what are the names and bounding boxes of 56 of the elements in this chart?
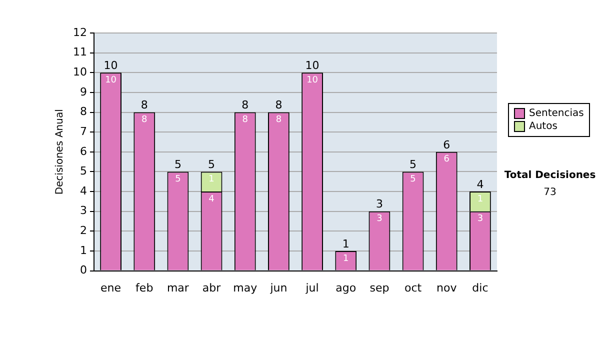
total-label: 5	[410, 158, 417, 172]
x-tick-label: oct	[404, 281, 422, 294]
y-tick-label: 1	[80, 244, 87, 257]
legend-label: Autos	[529, 120, 558, 133]
y-tick-label: 7	[80, 124, 87, 138]
total-label: 10	[305, 58, 320, 72]
x-tick-label: jun	[269, 281, 288, 294]
text: Total Decisiones	[503, 170, 597, 181]
total-label: 10	[104, 58, 118, 72]
x-tick-label: dic	[472, 281, 488, 294]
total-label: 4	[476, 178, 484, 191]
x-tick-label: nov	[436, 281, 458, 294]
data-label: 3	[477, 214, 484, 224]
y-tick-label: 5	[80, 164, 87, 178]
x-tick-label: jul	[304, 281, 319, 294]
y-tick-label: 4	[80, 184, 87, 198]
data-label: 10	[105, 75, 117, 86]
y-tick-label: 6	[80, 144, 87, 158]
total-label: 6	[443, 138, 450, 152]
total-label: 8	[242, 98, 249, 112]
data-label: 5	[410, 174, 416, 185]
x-tick-label: ago	[336, 281, 356, 294]
data-label: 3	[376, 214, 382, 224]
legend-label: Sentencias	[529, 107, 584, 120]
total-label: 8	[140, 98, 148, 112]
total-label: 5	[174, 158, 182, 172]
x-tick-label: may	[233, 281, 258, 294]
x-tick-label: abr	[202, 281, 222, 294]
data-label: 8	[242, 115, 248, 126]
y-tick-label: 12	[72, 26, 87, 39]
y-tick-label: 9	[80, 85, 87, 98]
data-label: 10	[306, 75, 318, 86]
y-tick-label: 10	[72, 65, 87, 78]
text: 73	[542, 187, 558, 198]
total-label: 8	[275, 98, 282, 112]
data-label: 8	[276, 115, 282, 126]
y-tick-label: 3	[80, 204, 87, 218]
data-label: 1	[477, 194, 484, 204]
y-tick-label: 11	[72, 46, 87, 59]
data-label: 8	[142, 115, 148, 126]
x-tick-label: feb	[136, 281, 154, 294]
total-label: 5	[208, 158, 216, 172]
y-axis-title: Decisiones Anual	[54, 109, 66, 195]
x-tick-label: ene	[100, 281, 122, 294]
y-tick-label: 0	[80, 264, 87, 277]
data-label: 4	[208, 194, 215, 204]
total-label: 3	[376, 198, 383, 211]
x-tick-label: mar	[166, 281, 190, 294]
data-label: 1	[208, 174, 214, 185]
data-label: 1	[343, 254, 349, 264]
x-tick-label: sep	[370, 281, 390, 294]
y-tick-label: 2	[80, 224, 87, 238]
data-label: 5	[175, 174, 181, 185]
y-tick-label: 8	[80, 105, 87, 118]
total-label: 1	[342, 237, 350, 250]
data-label: 6	[444, 154, 450, 165]
